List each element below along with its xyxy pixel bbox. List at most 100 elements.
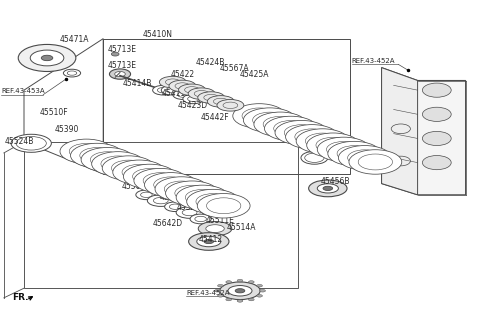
Ellipse shape (63, 69, 81, 77)
Ellipse shape (123, 164, 176, 189)
Ellipse shape (109, 69, 131, 79)
Text: 45414B: 45414B (122, 79, 152, 88)
Ellipse shape (153, 85, 174, 95)
Ellipse shape (307, 133, 360, 157)
Ellipse shape (189, 233, 229, 250)
Ellipse shape (235, 289, 245, 293)
Ellipse shape (122, 164, 156, 180)
Ellipse shape (195, 216, 206, 222)
Text: 45443T: 45443T (306, 142, 335, 151)
Ellipse shape (111, 160, 146, 176)
Ellipse shape (326, 141, 361, 157)
Polygon shape (382, 68, 418, 195)
Ellipse shape (422, 131, 451, 146)
Text: 45456B: 45456B (321, 177, 350, 186)
Ellipse shape (204, 240, 214, 244)
Ellipse shape (175, 185, 209, 201)
Text: 45713E: 45713E (108, 45, 136, 54)
Ellipse shape (348, 150, 382, 166)
Text: 45390: 45390 (54, 125, 79, 134)
Ellipse shape (301, 151, 328, 164)
Ellipse shape (134, 168, 187, 193)
Ellipse shape (165, 202, 186, 212)
Ellipse shape (296, 129, 349, 153)
Ellipse shape (274, 120, 308, 137)
Ellipse shape (71, 143, 123, 168)
Ellipse shape (169, 80, 196, 92)
Ellipse shape (197, 236, 221, 247)
Ellipse shape (305, 133, 340, 149)
Ellipse shape (169, 204, 181, 209)
Ellipse shape (217, 284, 223, 287)
Ellipse shape (179, 84, 205, 96)
Ellipse shape (190, 214, 211, 224)
Text: 45425A: 45425A (240, 70, 269, 79)
Ellipse shape (317, 137, 370, 162)
Text: FR.: FR. (12, 293, 28, 302)
Text: 45642D: 45642D (152, 219, 182, 228)
Ellipse shape (115, 71, 125, 77)
Ellipse shape (217, 99, 244, 111)
Ellipse shape (11, 134, 51, 152)
Ellipse shape (188, 96, 199, 101)
Ellipse shape (173, 90, 194, 99)
Ellipse shape (257, 284, 263, 287)
Ellipse shape (164, 181, 199, 197)
Ellipse shape (260, 289, 265, 292)
Ellipse shape (161, 85, 182, 95)
Text: REF.43-452A: REF.43-452A (352, 58, 396, 64)
Ellipse shape (141, 192, 152, 197)
Ellipse shape (101, 156, 135, 172)
Ellipse shape (295, 129, 329, 145)
Text: 45423D: 45423D (178, 101, 208, 110)
Ellipse shape (185, 87, 199, 93)
Ellipse shape (90, 152, 125, 168)
Ellipse shape (194, 90, 209, 97)
Ellipse shape (60, 139, 113, 164)
Ellipse shape (188, 88, 215, 99)
Ellipse shape (197, 194, 250, 218)
Ellipse shape (175, 83, 190, 89)
Ellipse shape (252, 112, 287, 128)
Ellipse shape (275, 120, 328, 145)
Ellipse shape (159, 76, 186, 88)
Ellipse shape (223, 102, 238, 109)
Text: 45442F: 45442F (201, 113, 229, 122)
Ellipse shape (422, 156, 451, 170)
Ellipse shape (422, 107, 451, 121)
Ellipse shape (183, 94, 204, 104)
Ellipse shape (176, 207, 203, 218)
Ellipse shape (182, 209, 197, 216)
Ellipse shape (113, 160, 166, 185)
Ellipse shape (305, 153, 324, 162)
Ellipse shape (317, 184, 338, 193)
Ellipse shape (264, 116, 317, 141)
Ellipse shape (80, 147, 114, 164)
Ellipse shape (207, 96, 234, 107)
Ellipse shape (214, 98, 228, 105)
Ellipse shape (16, 137, 47, 150)
Ellipse shape (155, 177, 208, 201)
Ellipse shape (166, 181, 218, 205)
Ellipse shape (204, 94, 218, 101)
Ellipse shape (132, 168, 167, 185)
Ellipse shape (166, 88, 178, 93)
Ellipse shape (166, 79, 180, 85)
Ellipse shape (243, 108, 296, 132)
Text: 45410N: 45410N (143, 30, 173, 39)
Ellipse shape (206, 225, 224, 232)
Text: 45412: 45412 (198, 235, 222, 244)
Text: 45524B: 45524B (5, 137, 34, 146)
Ellipse shape (237, 279, 243, 282)
Polygon shape (382, 68, 466, 195)
Ellipse shape (69, 143, 104, 159)
Ellipse shape (249, 298, 254, 301)
Text: 45471A: 45471A (60, 35, 89, 44)
Ellipse shape (349, 150, 402, 174)
Text: 45411D: 45411D (162, 89, 192, 98)
Text: 45422: 45422 (171, 70, 195, 79)
Ellipse shape (196, 194, 230, 210)
Ellipse shape (92, 152, 144, 176)
Ellipse shape (284, 125, 319, 141)
Ellipse shape (143, 173, 178, 189)
